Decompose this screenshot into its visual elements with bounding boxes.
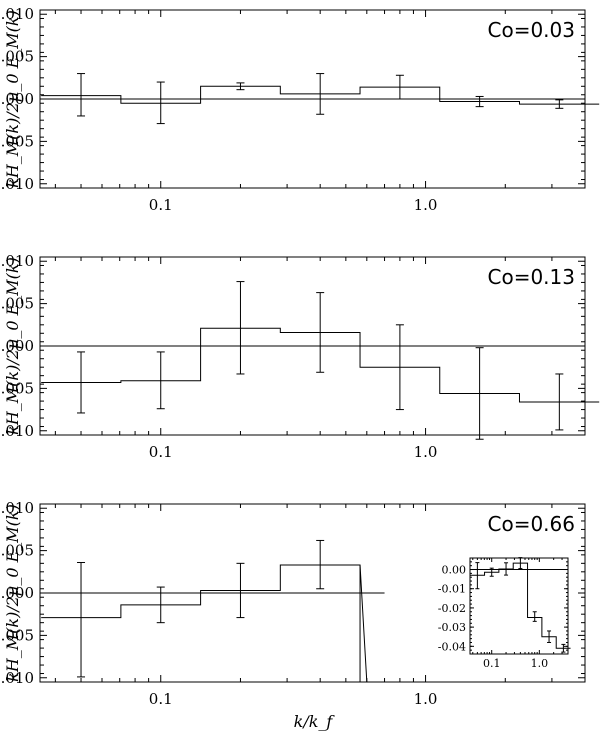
x-tick-label: 1.0 [531,657,549,670]
y-tick-label: 0.005 [0,48,34,66]
y-axis-title: kH_M(k)/2μ_0 E_M(k) [3,10,22,188]
panel-2-ticks: 0.010 0.005 0.000 -0.005 -0.010 0.1 1.0 [0,252,586,461]
panel-2: Co=0.13 0.010 0.005 0.000 -0.005 -0.010 0.1 1.… [0,252,600,461]
inset-series [470,557,571,653]
panel-3-series [40,539,385,683]
x-tick-label: 0.1 [483,657,501,670]
y-tick-label: 0.005 [0,295,34,313]
y-tick-label: 0.010 [0,5,34,23]
y-tick-label: -0.01 [438,583,466,596]
inset-ticks: 0.00 -0.01 -0.02 -0.03 -0.04 0.1 1.0 [438,557,569,670]
panel-1-series [40,73,600,125]
panel-3: Co=0.66 0.010 0.005 0.000 -0.005 -0.010 0.1 1.… [0,499,586,708]
y-tick-label: 0.00 [442,564,467,577]
y-tick-label: -0.010 [0,669,34,687]
x-axis-title-text: k/k_f [294,712,336,731]
panel-2-label: Co=0.13 [488,265,576,289]
x-tick-label: 0.1 [149,196,173,214]
y-tick-label: -0.005 [0,132,34,150]
y-tick-label: 0.010 [0,252,34,270]
y-tick-label: -0.005 [0,379,34,397]
step-series [41,564,368,683]
y-tick-label: -0.02 [438,602,466,615]
x-tick-label: 1.0 [414,196,438,214]
y-tick-label: -0.010 [0,422,34,440]
y-tick-label: 0.000 [0,90,34,108]
y-tick-label: 0.010 [0,499,34,517]
y-axis-titles: kH_M(k)/2μ_0 E_M(k) kH_M(k)/2μ_0 E_M(k) kH… [3,10,22,682]
panel-3-label: Co=0.66 [488,512,576,536]
panel-1: Co=0.03 0.010 0.005 0.000 -0.005 -0.010 0.1 1.… [0,5,600,214]
y-tick-label: 0.000 [0,584,34,602]
x-tick-label: 1.0 [414,443,438,461]
inset-step-series [470,562,571,649]
x-tick-label: 0.1 [149,690,173,708]
panel-1-label: Co=0.03 [488,18,576,42]
x-tick-label: 1.0 [414,690,438,708]
y-tick-label: -0.010 [0,175,34,193]
y-tick-label: 0.005 [0,542,34,560]
panel-2-series [40,281,600,440]
panel-3-ticks: 0.010 0.005 0.000 -0.005 -0.010 0.1 1.0 [0,499,586,708]
inset: 0.00 -0.01 -0.02 -0.03 -0.04 0.1 1.0 [438,557,571,670]
y-tick-label: -0.005 [0,626,34,644]
panel-1-ticks: 0.010 0.005 0.000 -0.005 -0.010 0.1 1.0 [0,5,586,214]
x-tick-label: 0.1 [149,443,173,461]
y-tick-label: -0.03 [438,621,466,634]
y-tick-label: -0.04 [438,640,466,653]
y-axis-title: kH_M(k)/2μ_0 E_M(k) [3,257,22,435]
x-axis-title: k/k_f [294,712,336,731]
y-tick-label: 0.000 [0,337,34,355]
y-axis-title: kH_M(k)/2μ_0 E_M(k) [3,504,22,682]
